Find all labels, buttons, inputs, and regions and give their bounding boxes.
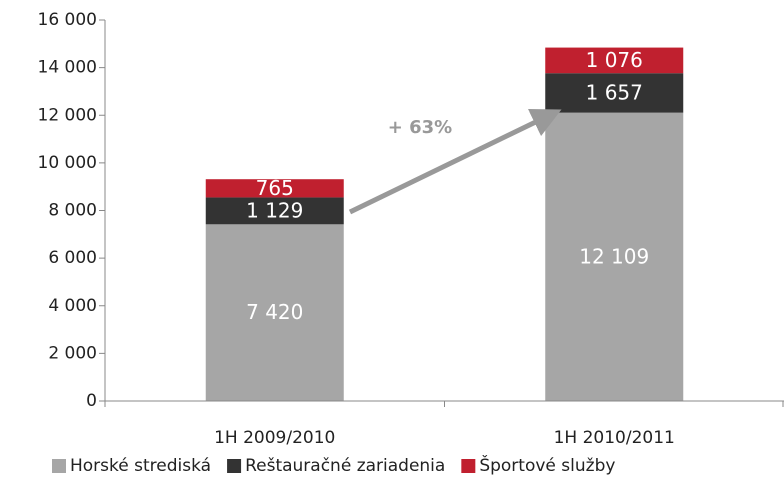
x-tick-label: 1H 2010/2011 <box>554 428 675 448</box>
y-tick-label: 10 000 <box>38 153 97 173</box>
bar-segment <box>205 224 344 401</box>
y-tick-label: 12 000 <box>38 105 97 125</box>
value-label: 1 129 <box>246 198 303 222</box>
bar-segment <box>545 73 684 113</box>
legend-label: Reštauračné zariadenia <box>245 456 445 476</box>
value-label: 765 <box>256 176 294 200</box>
growth-arrow <box>348 109 562 215</box>
y-tick-label: 16 000 <box>38 10 97 30</box>
legend-label: Horské strediská <box>70 456 211 476</box>
value-label: 1 657 <box>586 80 643 104</box>
bar-segment <box>205 179 344 198</box>
y-tick-label: 2 000 <box>48 343 97 363</box>
value-label: 1 076 <box>586 48 643 72</box>
annotation: + 63% <box>388 117 452 138</box>
x-tick-label: 1H 2009/2010 <box>214 428 335 448</box>
legend-swatch <box>227 459 242 473</box>
y-tick-label: 0 <box>86 391 97 411</box>
bar-segment <box>545 112 684 402</box>
y-tick-label: 6 000 <box>48 248 97 268</box>
bar-segment <box>545 47 684 74</box>
legend-label: Športové služby <box>479 454 615 476</box>
value-label: 7 420 <box>246 300 303 324</box>
legend-swatch <box>461 459 476 473</box>
y-tick-label: 14 000 <box>38 58 97 78</box>
bar-segment <box>205 197 344 225</box>
y-tick-label: 4 000 <box>48 296 97 316</box>
y-tick-label: 8 000 <box>48 201 97 221</box>
value-label: 12 109 <box>579 244 649 268</box>
legend-swatch <box>52 459 66 473</box>
